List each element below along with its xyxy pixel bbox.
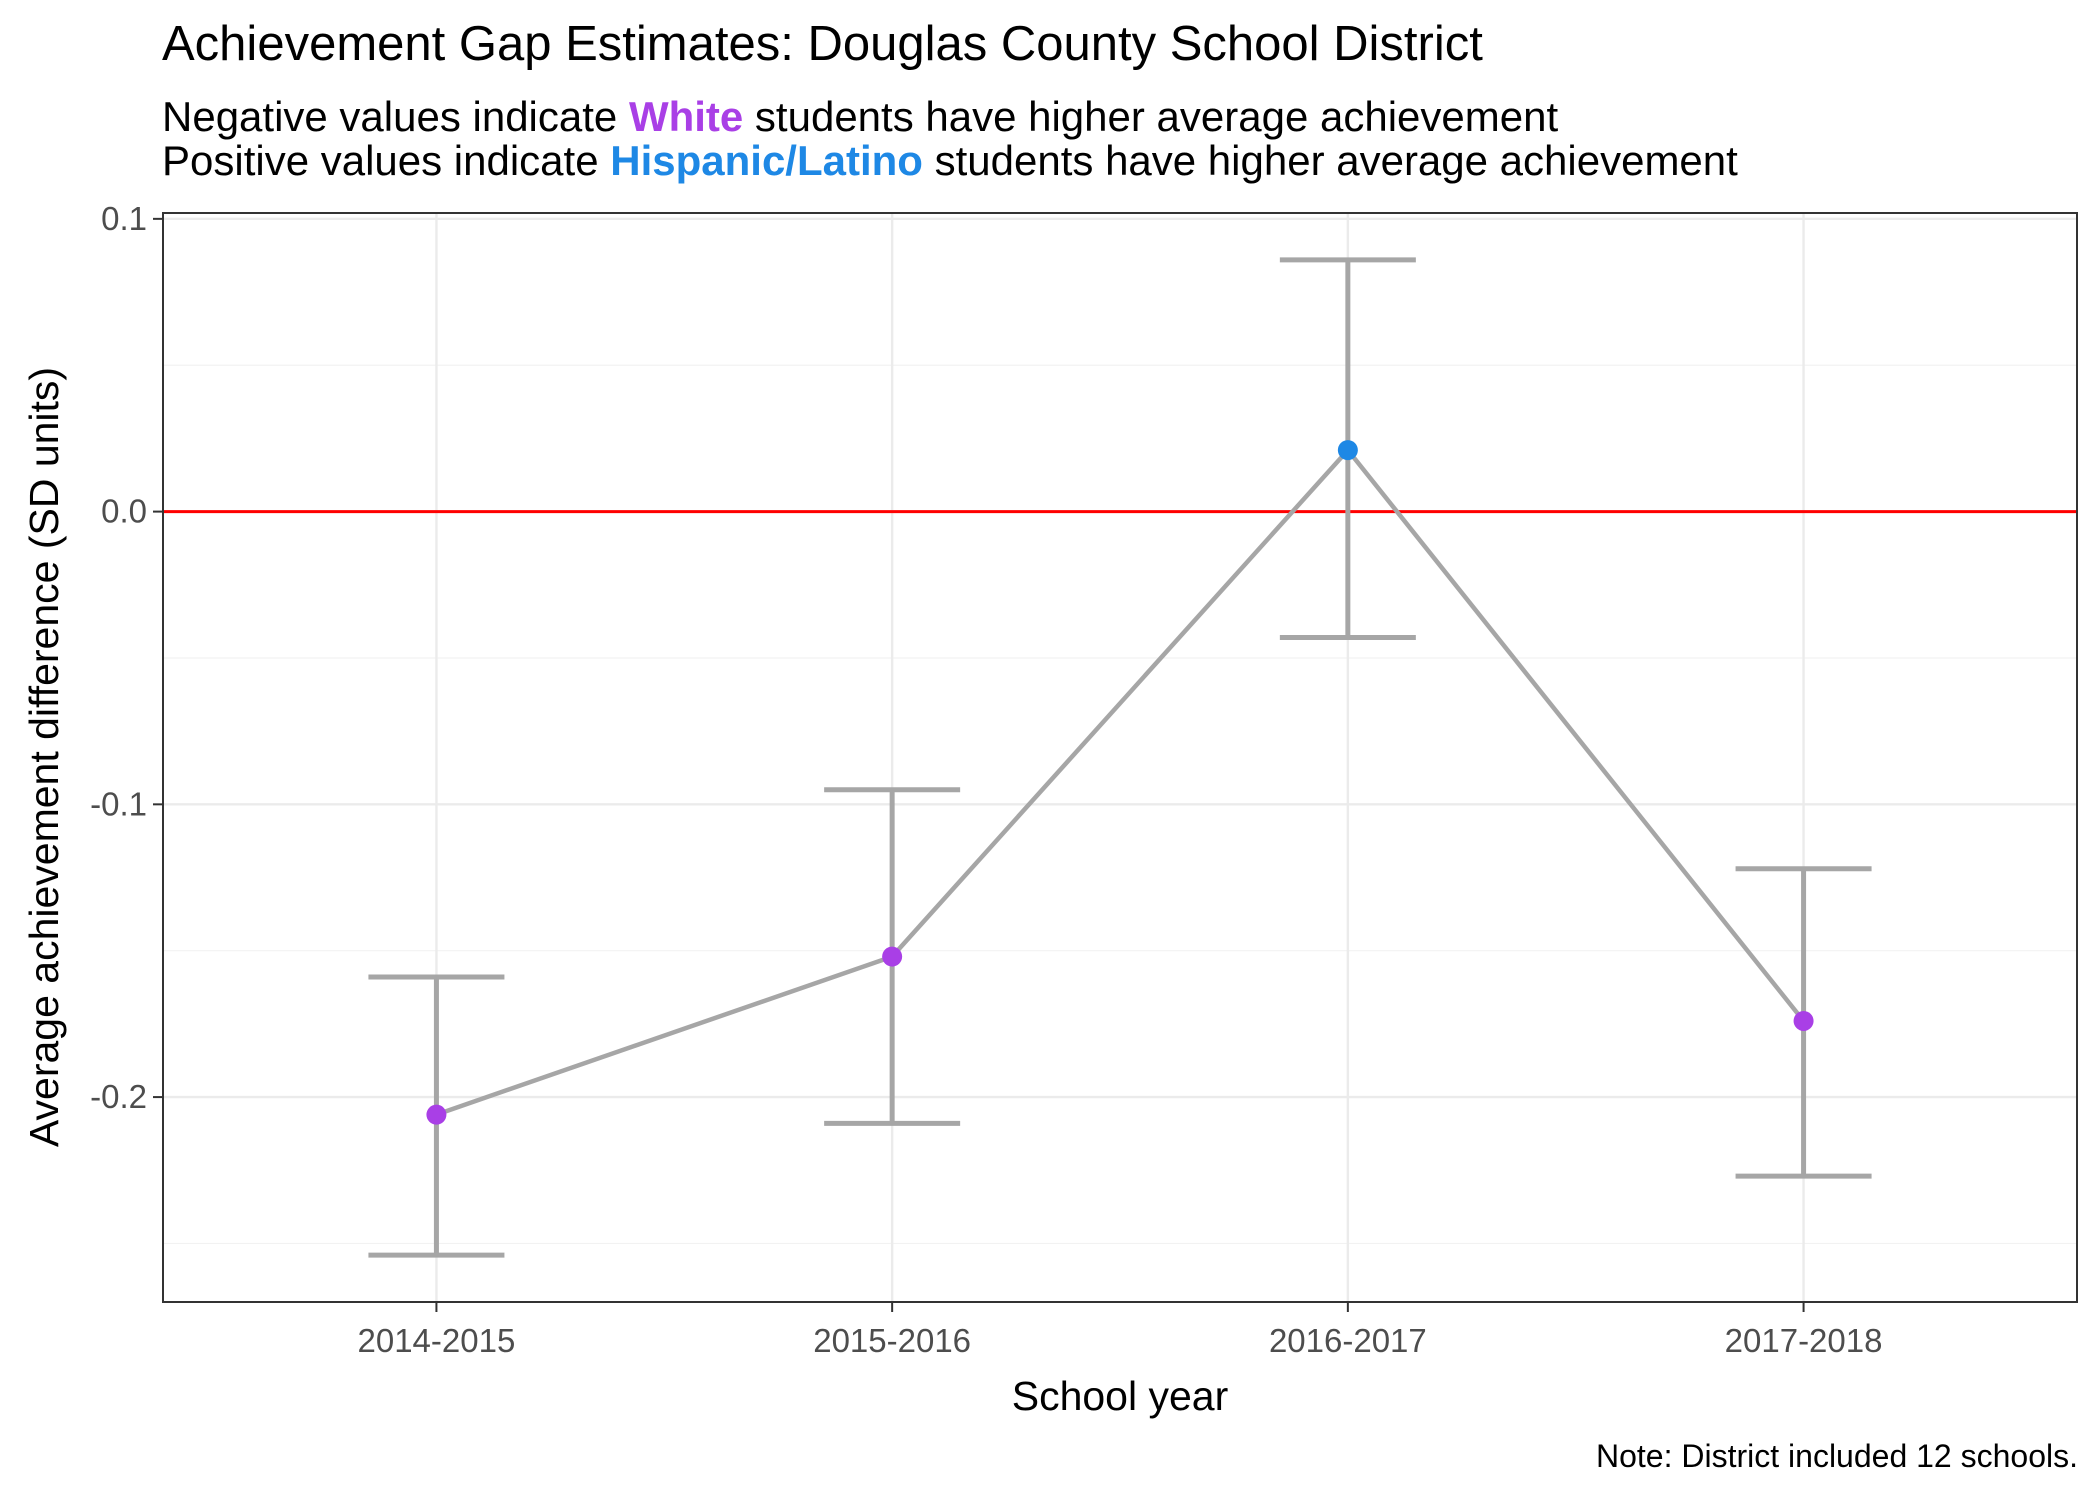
y-tick-label: 0.0 xyxy=(101,493,147,530)
chart-subtitle-line-1: Negative values indicate White students … xyxy=(162,93,1558,140)
y-tick-label: -0.1 xyxy=(90,785,147,822)
plot-panel-border xyxy=(162,212,2078,1303)
y-axis-title: Average achievement difference (SD units… xyxy=(21,367,67,1147)
chart-subtitle-line-2: Positive values indicate Hispanic/Latino… xyxy=(162,137,1738,184)
series-layer xyxy=(368,257,1872,1258)
data-point-2017-2018 xyxy=(1793,1010,1814,1031)
gap-trend-line xyxy=(435,447,1806,1117)
subtitle-line-2-after: students have higher average achievement xyxy=(923,137,1738,184)
subtitle-line-1-after: students have higher average achievement xyxy=(743,93,1558,140)
subtitle-line-2-highlight: Hispanic/Latino xyxy=(610,137,923,184)
x-axis-title: School year xyxy=(1012,1373,1229,1419)
axes: -0.2 -0.1 0.0 0.1 2014-2015 2015-2016 2016-201… xyxy=(90,200,1882,1359)
subtitle-line-1-before: Negative values indicate xyxy=(162,93,629,140)
x-tick-label: 2017-2018 xyxy=(1725,1322,1883,1359)
y-tick-label: 0.1 xyxy=(101,200,147,237)
subtitle-line-1-highlight: White xyxy=(629,93,743,140)
data-point-2016-2017 xyxy=(1337,440,1358,461)
x-tick-label: 2014-2015 xyxy=(358,1322,516,1359)
y-tick-label: -0.2 xyxy=(90,1078,147,1115)
subtitle-line-2-before: Positive values indicate xyxy=(162,137,610,184)
data-point-2014-2015 xyxy=(426,1104,447,1125)
grid-lines xyxy=(163,213,2077,1302)
x-tick-label: 2015-2016 xyxy=(813,1322,971,1359)
x-tick-label: 2016-2017 xyxy=(1269,1322,1427,1359)
data-point-2015-2016 xyxy=(882,946,903,967)
chart-caption: Note: District included 12 schools. xyxy=(1596,1438,2078,1474)
chart-title: Achievement Gap Estimates: Douglas Count… xyxy=(162,17,1483,71)
